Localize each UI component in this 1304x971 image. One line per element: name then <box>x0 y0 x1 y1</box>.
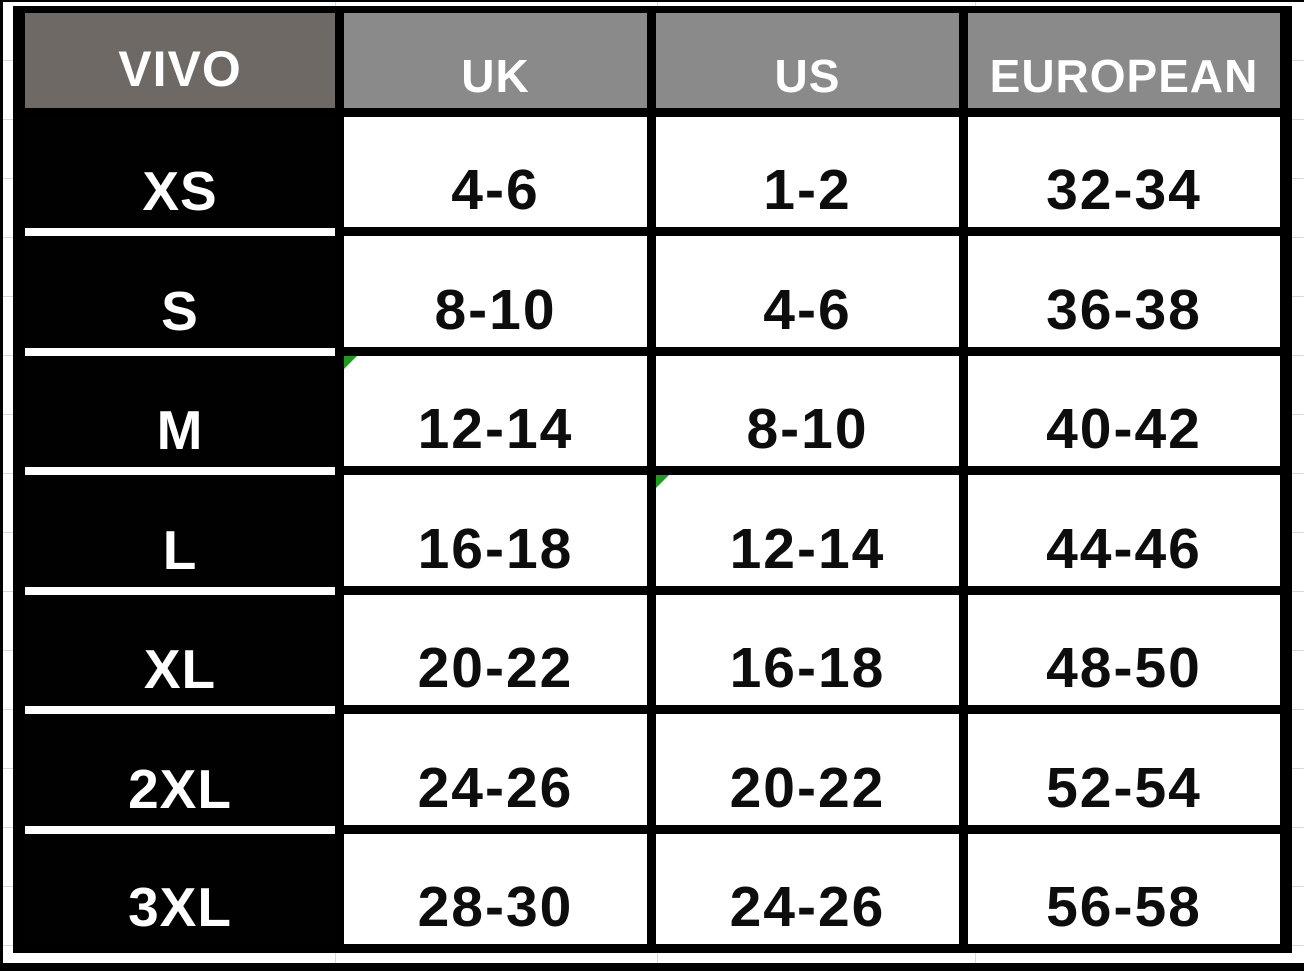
cell-s-us: 4-6 <box>656 236 959 356</box>
size-label-s: S <box>25 236 335 356</box>
cell-xl-european: 48-50 <box>968 594 1280 715</box>
cell-xl-uk: 20-22 <box>344 594 647 715</box>
size-label-l: L <box>25 475 335 595</box>
cell-value: 8-10 <box>434 277 557 342</box>
column-header-us: US <box>656 13 959 117</box>
cell-value: 20-22 <box>417 636 574 701</box>
cell-value: 52-54 <box>1046 755 1202 820</box>
gridline <box>975 2 976 6</box>
cell-l-european: 44-46 <box>968 475 1280 595</box>
cell-value: 12-14 <box>417 397 574 462</box>
column-header-european: EUROPEAN <box>968 13 1280 117</box>
cell-xs-uk: 4-6 <box>344 117 647 237</box>
cell-value: 12-14 <box>729 516 886 581</box>
cell-value: 4-6 <box>451 158 540 223</box>
cell-2xl-european: 52-54 <box>968 714 1280 834</box>
error-flag-icon <box>656 475 669 489</box>
cell-l-us: 12-14 <box>656 475 959 595</box>
cell-3xl-european: 56-58 <box>968 833 1280 953</box>
cell-value: 20-22 <box>729 755 886 820</box>
cell-value: 8-10 <box>746 397 869 462</box>
error-flag-icon <box>344 355 357 369</box>
size-label-xl: XL <box>25 594 335 715</box>
page-edge-top <box>0 0 1304 2</box>
size-chart-table: VIVO UK US EUROPEAN XS 4-6 1-2 32-34 S 8… <box>13 6 1292 953</box>
gridline-strip-bottom <box>13 953 1292 963</box>
size-label-m: M <box>25 355 335 476</box>
cell-value: 1-2 <box>763 158 852 223</box>
cell-xs-us: 1-2 <box>656 117 959 237</box>
page-edge-left <box>0 0 3 971</box>
cell-l-uk: 16-18 <box>344 475 647 595</box>
size-label-2xl: 2XL <box>25 714 335 834</box>
page-edge-bottom <box>0 963 1304 971</box>
cell-s-uk: 8-10 <box>344 236 647 356</box>
cell-m-european: 40-42 <box>968 355 1280 476</box>
cell-value: 24-26 <box>729 875 886 939</box>
size-label-3xl: 3XL <box>25 833 335 953</box>
cell-m-us: 8-10 <box>656 355 959 476</box>
cell-value: 24-26 <box>417 755 574 820</box>
cell-value: 56-58 <box>1046 875 1202 939</box>
brand-header-cell: VIVO <box>25 13 335 117</box>
cell-xs-european: 32-34 <box>968 117 1280 237</box>
gridline-strip-top <box>13 2 1292 6</box>
cell-value: 36-38 <box>1046 277 1202 342</box>
gridline-strip-right <box>1292 2 1304 957</box>
cell-xl-us: 16-18 <box>656 594 959 715</box>
gridline <box>335 2 336 6</box>
size-label-xs: XS <box>25 117 335 237</box>
cell-value: 28-30 <box>417 875 574 939</box>
cell-2xl-uk: 24-26 <box>344 714 647 834</box>
cell-2xl-us: 20-22 <box>656 714 959 834</box>
cell-value: 16-18 <box>729 636 886 701</box>
gridline <box>657 2 658 6</box>
gridline <box>335 953 336 963</box>
cell-value: 44-46 <box>1046 516 1202 581</box>
cell-value: 48-50 <box>1046 636 1202 701</box>
cell-value: 32-34 <box>1046 158 1202 223</box>
cell-value: 40-42 <box>1046 397 1202 462</box>
gridline-strip-left <box>3 2 13 957</box>
gridline <box>975 953 976 963</box>
cell-value: 4-6 <box>763 277 852 342</box>
cell-3xl-us: 24-26 <box>656 833 959 953</box>
cell-3xl-uk: 28-30 <box>344 833 647 953</box>
cell-m-uk: 12-14 <box>344 355 647 476</box>
cell-value: 16-18 <box>417 516 574 581</box>
cell-s-european: 36-38 <box>968 236 1280 356</box>
column-header-uk: UK <box>344 13 647 117</box>
gridline <box>657 953 658 963</box>
